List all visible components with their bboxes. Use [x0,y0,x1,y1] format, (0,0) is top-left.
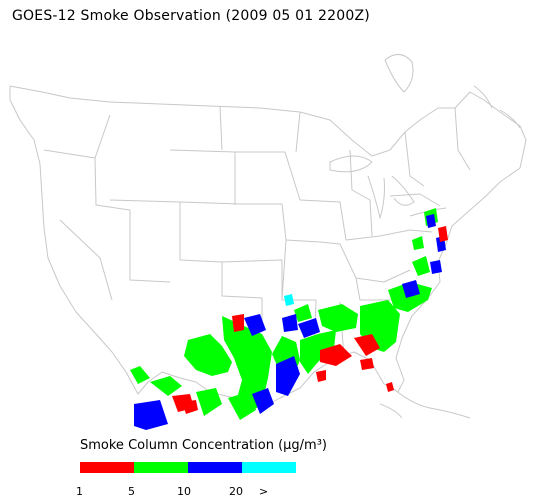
legend-tick: > [259,485,269,498]
north-america-outline [9,85,527,409]
legend-color-bar [80,462,296,473]
legend-bin-5-10 [134,462,188,473]
legend-tick: 5 [128,485,135,498]
legend-bin-1-5 [80,462,134,473]
smoke-map [9,54,527,430]
smoke-plumes [130,208,448,430]
basemap-boundaries [9,54,527,419]
legend-tick: 1 [76,485,83,498]
legend-tick: 10 [177,485,191,498]
map-title: GOES-12 Smoke Observation (2009 05 01 22… [12,8,370,24]
legend-tick: 20 [229,485,243,498]
legend-bin-10-20 [188,462,242,473]
legend-bin-20-plus [242,462,296,473]
legend-title: Smoke Column Concentration (μg/m³) [80,438,327,453]
